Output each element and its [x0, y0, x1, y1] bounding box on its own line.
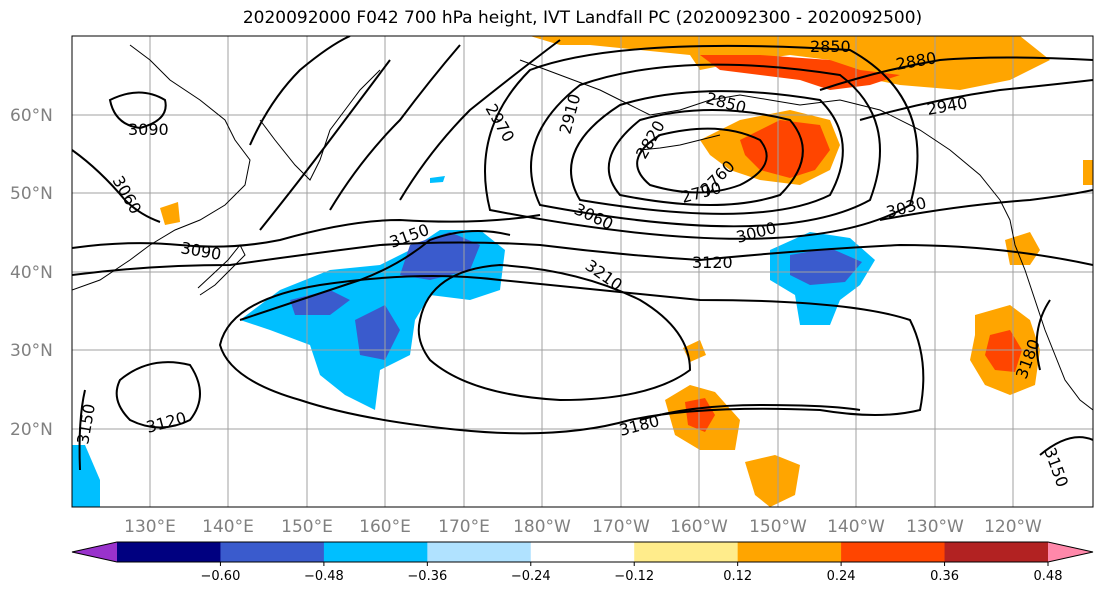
latitude-label: 40°N [10, 263, 53, 283]
contour-3030 [329, 44, 461, 211]
positive-anomaly-south [745, 455, 800, 507]
longitude-label: 150°E [281, 517, 333, 537]
negative-anomaly-central-core [290, 290, 350, 315]
contour-3210-loop [417, 263, 692, 402]
colorbar-tick-label: 0.24 [827, 569, 856, 584]
colorbar-tick-label: −0.12 [614, 569, 654, 584]
contour-east-3180 [1035, 299, 1051, 371]
contour-2940-north [859, 79, 1093, 121]
contour-3150-west [78, 389, 86, 471]
colorbar-swatch [72, 542, 117, 562]
contour-3090-mid [72, 214, 541, 249]
colorbar-swatch [944, 542, 1049, 562]
contour-3000 [399, 39, 561, 201]
colorbar-tick-label: −0.48 [304, 569, 344, 584]
positive-anomaly-gulf-core [740, 120, 830, 178]
coastline-asia [72, 44, 251, 291]
contour-3090-west [108, 91, 167, 130]
longitude-label: 130°E [124, 517, 176, 537]
coastline-alaska [519, 59, 1001, 201]
longitude-label: 160°E [359, 517, 411, 537]
latitude-labels: 60°N 50°N 40°N 30°N 20°N [10, 106, 53, 440]
contour-label: 2850 [810, 37, 851, 56]
contour-3060 [259, 59, 391, 231]
coastline-north-america [999, 199, 1093, 411]
colorbar-swatch [530, 542, 635, 562]
latitude-label: 30°N [10, 341, 53, 361]
negative-anomaly-small-north [430, 176, 445, 183]
longitude-label: 150°W [749, 517, 807, 537]
longitude-label: 170°W [592, 517, 650, 537]
colorbar-tick-label: −0.36 [407, 569, 447, 584]
latitude-label: 20°N [10, 420, 53, 440]
contour-3120-mid [72, 241, 1093, 276]
contour-labels: 3090 3060 3090 3150 3120 3150 2970 2910 … [73, 37, 1072, 490]
longitude-label: 130°W [906, 517, 964, 537]
contour-3060-west [72, 149, 161, 223]
colorbar-swatch [220, 542, 325, 562]
longitude-label: 180°W [513, 517, 571, 537]
coastline-kamchatka [259, 69, 381, 181]
latitude-label: 50°N [10, 184, 53, 204]
longitude-label: 170°E [438, 517, 490, 537]
longitude-label: 140°W [827, 517, 885, 537]
positive-anomaly-small-west [160, 202, 180, 225]
map-title: 2020092000 F042 700 hPa height, IVT Land… [242, 8, 923, 28]
coastline-japan [197, 244, 246, 296]
longitude-label: 160°W [670, 517, 728, 537]
contour-low-2790 [636, 127, 768, 194]
contour-low-2910 [530, 63, 881, 228]
latitude-label: 60°N [10, 106, 53, 126]
contour-east-lines [879, 189, 1093, 221]
longitude-labels: 130°E 140°E 150°E 160°E 170°E 180°W 170°… [124, 517, 1042, 537]
colorbar-outline [71, 541, 1094, 563]
contour-north-arc [249, 36, 351, 146]
contour-3150-arc [239, 230, 511, 321]
colorbar-tick-label: 0.48 [1034, 569, 1063, 584]
coastline-aleutians [639, 134, 721, 151]
colorbar: −0.60 −0.48 −0.36 −0.24 −0.12 0.12 0.24 0.36 0.4… [71, 541, 1094, 584]
contour-label: 3120 [692, 253, 733, 272]
positive-anomaly-alaska [530, 36, 1050, 90]
colorbar-swatch [634, 542, 739, 562]
contour-low-2850 [570, 90, 844, 215]
colorbar-swatch [427, 542, 532, 562]
negative-anomaly-northeast-core [790, 248, 862, 285]
contour-low-2820 [607, 109, 804, 206]
longitude-label: 120°W [984, 517, 1042, 537]
contour-2880-north [819, 56, 1093, 91]
colorbar-swatch [117, 542, 221, 562]
longitude-label: 140°E [202, 517, 254, 537]
colorbar-swatch [323, 542, 428, 562]
contour-label: 3090 [128, 120, 169, 139]
colorbar-tick-label: −0.24 [511, 569, 551, 584]
contour-3150-east [1039, 436, 1093, 456]
colorbar-swatch [1048, 542, 1093, 562]
colorbar-swatch [737, 542, 842, 562]
colorbar-tick-label: −0.60 [201, 569, 241, 584]
contour-3180-hawaii [639, 403, 861, 421]
negative-anomaly-central-core-3 [355, 305, 400, 360]
contour-3180-loop [218, 275, 925, 435]
positive-anomaly-coast [1083, 160, 1093, 185]
colorbar-swatch [841, 542, 946, 562]
height-contours [72, 36, 1093, 471]
contour-low-2970 [484, 44, 919, 240]
colorbar-tick-label: 0.12 [723, 569, 752, 584]
map-frame [71, 35, 1094, 508]
colorbar-tick-label: 0.36 [930, 569, 959, 584]
contour-3120-west-loop [115, 361, 201, 429]
coastlines [72, 44, 1093, 411]
